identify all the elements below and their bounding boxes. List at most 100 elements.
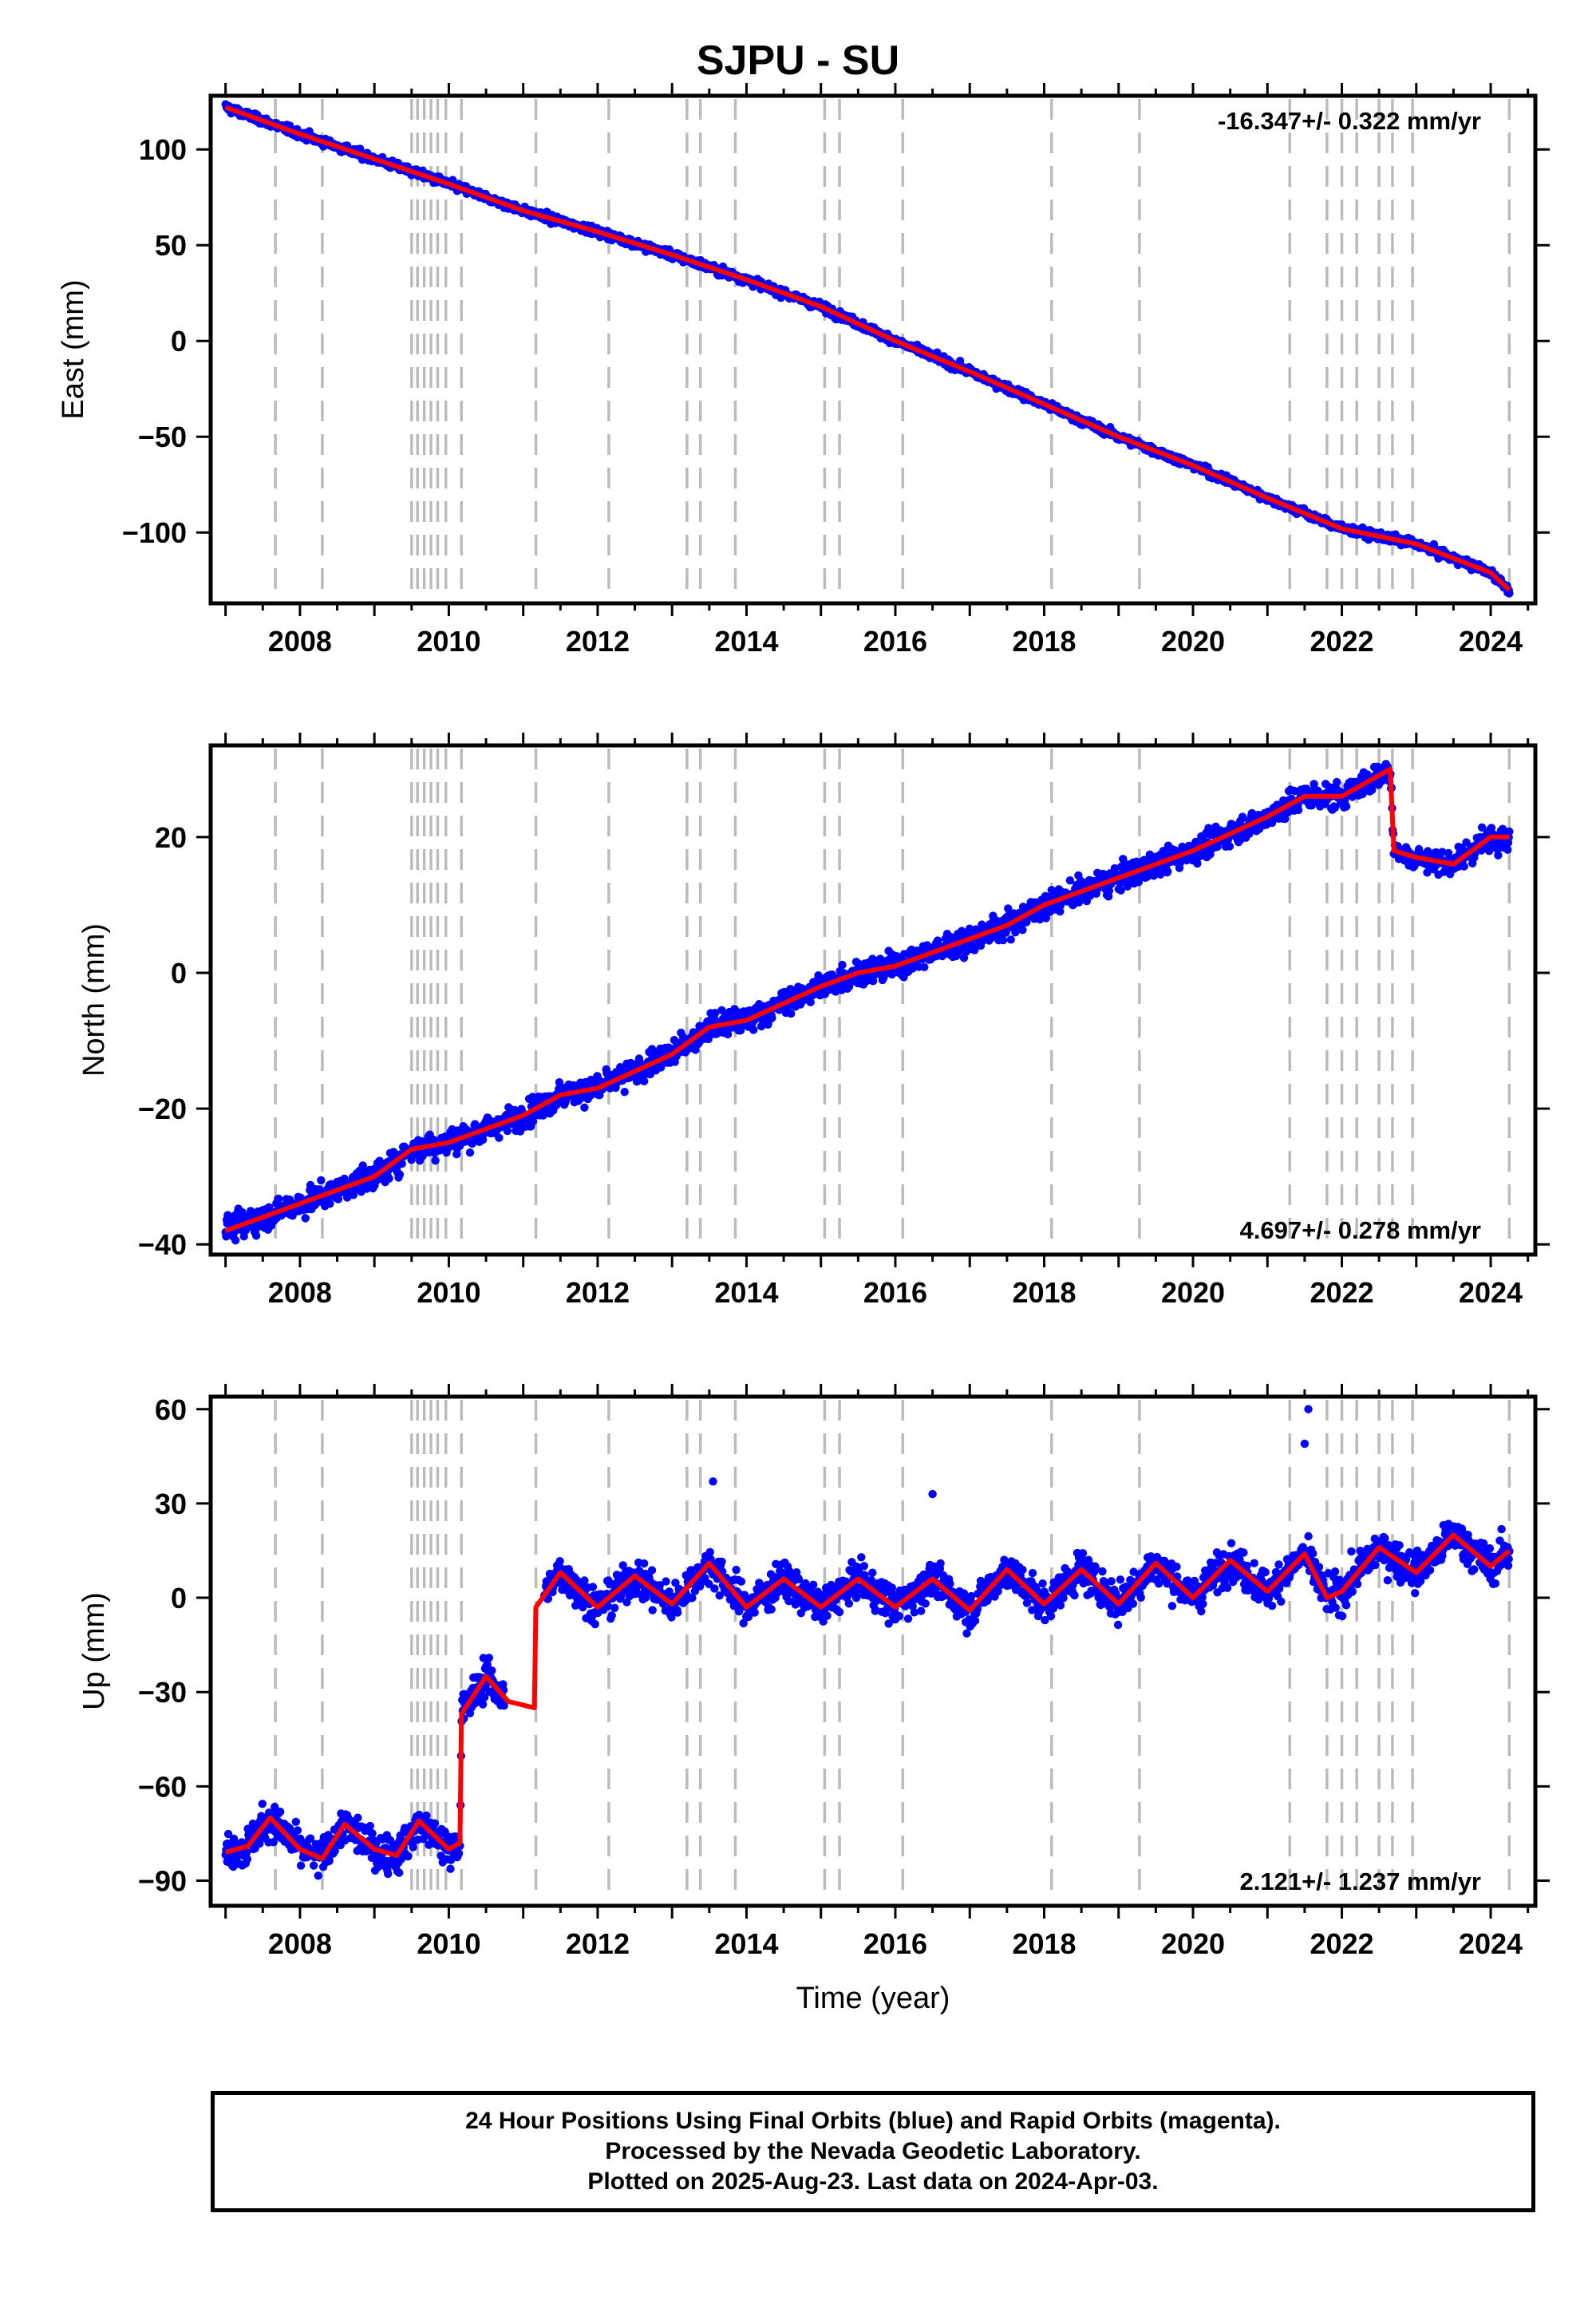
y-tick-label: 50 <box>155 229 187 262</box>
data-point <box>255 1839 264 1848</box>
data-point <box>1163 867 1172 876</box>
y-tick-label: 0 <box>171 325 187 358</box>
data-point <box>806 998 815 1006</box>
data-point <box>528 1117 538 1126</box>
data-point <box>1074 898 1084 907</box>
data-point <box>1330 803 1340 812</box>
data-point <box>920 962 929 972</box>
x-tick-label: 2016 <box>863 625 927 658</box>
data-point <box>620 1088 629 1097</box>
x-tick-label: 2016 <box>863 1276 927 1309</box>
x-tick-label: 2012 <box>566 1276 630 1309</box>
y-tick-label: −100 <box>122 516 187 549</box>
y-tick-label: 20 <box>155 821 187 854</box>
x-tick-label: 2020 <box>1161 625 1225 658</box>
data-point <box>276 1808 285 1816</box>
data-point <box>231 1236 240 1245</box>
data-point <box>749 1026 758 1034</box>
data-point <box>1281 814 1290 824</box>
x-tick-label: 2022 <box>1310 1276 1373 1309</box>
x-tick-label: 2010 <box>417 1276 480 1309</box>
data-point <box>1487 824 1496 832</box>
model-line <box>224 105 1511 592</box>
data-point <box>1438 848 1447 856</box>
data-point <box>787 1009 796 1018</box>
y-axis-label: North (mm) <box>77 923 111 1077</box>
data-point <box>395 1170 405 1179</box>
x-tick-label: 2024 <box>1459 625 1523 658</box>
data-point <box>710 1009 720 1018</box>
x-tick-label: 2014 <box>714 1276 778 1309</box>
data-point <box>431 1156 440 1165</box>
data-point <box>1206 850 1215 859</box>
data-point <box>1505 827 1514 836</box>
points-layer <box>221 1405 1514 1880</box>
data-point <box>1477 823 1487 832</box>
model-line <box>224 766 1510 1234</box>
data-point <box>1238 813 1247 823</box>
data-point <box>1116 886 1125 895</box>
data-point <box>1065 876 1075 885</box>
data-point <box>1193 859 1202 868</box>
data-point <box>223 1829 233 1839</box>
data-point <box>1104 887 1114 895</box>
data-point <box>723 1030 733 1039</box>
data-point <box>1018 926 1027 935</box>
x-tick-label: 2018 <box>1012 1276 1076 1309</box>
data-point <box>640 1077 649 1086</box>
y-tick-label: 0 <box>171 957 187 990</box>
data-point <box>1503 845 1512 854</box>
data-point <box>1056 901 1065 910</box>
data-point <box>326 1199 334 1208</box>
data-point <box>1056 907 1065 916</box>
data-point <box>1341 802 1351 811</box>
data-point <box>580 1103 589 1113</box>
data-point <box>334 1195 343 1203</box>
chart-title: SJPU - SU <box>696 38 900 84</box>
data-point <box>1006 935 1016 944</box>
data-point <box>495 1133 504 1142</box>
points-layer <box>221 760 1514 1245</box>
data-point <box>317 1176 326 1185</box>
data-point <box>1432 848 1440 857</box>
rate-label: -16.347+/- 0.322 mm/yr <box>1218 107 1481 135</box>
rate-label: 4.697+/- 0.278 mm/yr <box>1240 1216 1481 1244</box>
x-tick-label: 2008 <box>268 1276 332 1309</box>
data-point <box>385 1174 393 1183</box>
data-point <box>465 1148 475 1157</box>
panel-east: −100 −50 0 50 100 2008 2010 2012 2014 2016 2018 202… <box>57 83 1550 658</box>
x-tick-label: 2010 <box>417 625 480 658</box>
panel-frame <box>208 743 1538 1257</box>
y-axis-label: East (mm) <box>57 279 90 419</box>
data-point <box>1225 842 1235 851</box>
data-point <box>1333 777 1341 787</box>
data-point <box>1011 928 1020 937</box>
data-point <box>838 960 847 970</box>
data-point <box>1290 786 1299 796</box>
data-point <box>397 1160 406 1168</box>
data-point <box>271 1802 279 1812</box>
data-point <box>251 1231 261 1240</box>
x-tick-label: 2008 <box>268 625 332 658</box>
data-point <box>768 1014 776 1022</box>
data-point <box>1134 878 1144 887</box>
x-tick-label: 2018 <box>1012 625 1076 658</box>
x-tick-label: 2012 <box>566 625 630 658</box>
data-point <box>998 935 1008 945</box>
data-point <box>274 1194 283 1203</box>
data-point <box>868 977 878 986</box>
data-point <box>229 1834 239 1844</box>
data-point <box>1363 770 1372 779</box>
y-tick-label: −50 <box>138 421 187 453</box>
data-point <box>1494 851 1503 860</box>
data-point <box>243 1855 252 1863</box>
y-tick-label: 100 <box>139 133 187 166</box>
panel-frame <box>208 93 1538 606</box>
data-point <box>258 1800 267 1808</box>
x-tick-label: 2014 <box>714 625 778 658</box>
data-point <box>301 1214 310 1223</box>
x-tick-label: 2024 <box>1459 1276 1523 1309</box>
